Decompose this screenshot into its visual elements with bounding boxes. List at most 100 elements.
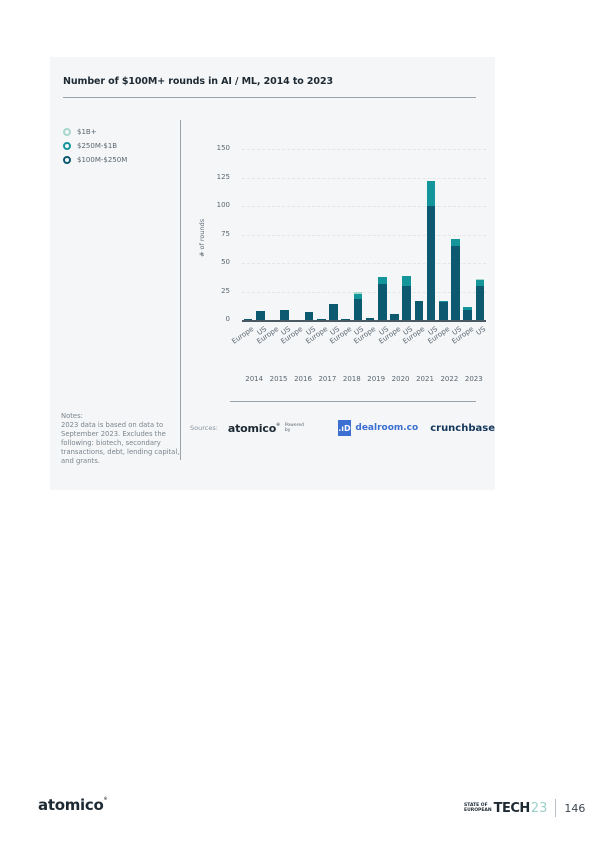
bar-segment <box>475 280 485 286</box>
page-separator <box>555 799 557 817</box>
legend-label: $1B+ <box>77 128 97 136</box>
sources-divider <box>230 401 476 402</box>
year-label: 2022 <box>440 375 459 383</box>
x-axis-line <box>242 320 486 322</box>
gridline <box>242 206 486 207</box>
gridline <box>242 149 486 150</box>
bar-segment <box>475 278 485 281</box>
legend-swatch-icon <box>63 156 71 164</box>
bar-europe-2017 <box>317 318 326 320</box>
gridline <box>242 177 486 179</box>
gridline <box>242 263 486 264</box>
year-label: 2014 <box>245 375 264 383</box>
year-label: 2015 <box>269 375 288 383</box>
y-axis-label: # of rounds <box>198 218 206 257</box>
bar-segment <box>451 245 460 320</box>
powered-by-label: Powered by <box>284 423 305 433</box>
bar-segment <box>341 318 350 320</box>
bar-europe-2019 <box>365 317 375 320</box>
legend-item: $1B+ <box>63 125 127 139</box>
year-label: 2023 <box>464 375 483 383</box>
bar-segment <box>402 285 411 320</box>
chart-legend: $1B+ $250M-$1B $100M-$250M <box>63 125 127 167</box>
bar-segment <box>378 283 387 320</box>
legend-label: $250M-$1B <box>77 142 118 150</box>
bar-segment <box>256 310 265 320</box>
sources-label: Sources: <box>190 424 218 432</box>
footer-brand: STATE OF EUROPEAN TECH 23 146 <box>464 799 585 817</box>
legend-item: $100M-$250M <box>63 153 127 167</box>
bar-segment <box>439 301 448 320</box>
sources-row: Sources: atomico® Powered by .ıD dealroo… <box>190 420 495 436</box>
brand-year: 23 <box>530 800 548 816</box>
legend-swatch-icon <box>63 142 71 150</box>
footer-atomico-logo: atomico® <box>38 796 108 814</box>
title-divider <box>63 97 476 98</box>
bar-segment <box>439 300 448 302</box>
bar-segment <box>426 180 436 206</box>
y-tick-label: 0 <box>225 315 230 323</box>
bar-us-2023 <box>475 278 485 320</box>
y-tick-label: 25 <box>221 286 230 295</box>
atomico-source-logo: atomico® <box>227 421 280 435</box>
year-label: 2021 <box>416 375 434 383</box>
dealroom-icon: .ıD <box>337 420 352 436</box>
notes: Notes: 2023 data is based on data to Sep… <box>61 412 181 466</box>
bar-europe-2014 <box>243 318 253 320</box>
bar-segment <box>378 276 387 284</box>
bar-segment <box>426 205 436 320</box>
y-tick-label: 150 <box>216 144 230 152</box>
legend-item: $250M-$1B <box>63 139 127 153</box>
bar-us-2014 <box>256 310 265 320</box>
bar-segment <box>451 239 460 246</box>
brand-small-text: STATE OF EUROPEAN <box>464 803 492 813</box>
notes-heading: Notes: <box>61 412 83 420</box>
gridline <box>242 234 486 236</box>
chart-card: Number of $100M+ rounds in AI / ML, 2014… <box>50 57 495 490</box>
bar-segment <box>390 314 399 320</box>
bar-us-2022 <box>451 239 460 320</box>
page-number: 146 <box>564 801 586 815</box>
year-label: 2018 <box>342 375 361 383</box>
bar-segment <box>317 318 326 320</box>
bar-us-2018 <box>353 291 363 320</box>
bar-segment <box>329 304 338 320</box>
crunchbase-logo: crunchbase <box>430 422 495 434</box>
bar-europe-2023 <box>463 307 472 320</box>
bar-segment <box>402 275 411 286</box>
bar-segment <box>414 300 424 320</box>
x-tick-label: US <box>475 325 488 338</box>
bar-segment <box>365 317 375 320</box>
bar-us-2015 <box>280 309 289 320</box>
bar-segment <box>463 309 472 320</box>
dealroom-logo: dealroom.co <box>355 423 419 433</box>
bar-segment <box>353 291 363 294</box>
bar-segment <box>304 312 314 320</box>
bar-us-2019 <box>378 276 387 320</box>
bar-europe-2021 <box>414 300 424 320</box>
chart-title: Number of $100M+ rounds in AI / ML, 2014… <box>63 76 333 87</box>
x-tick-label: Europe <box>230 325 256 346</box>
legend-label: $100M-$250M <box>77 156 128 164</box>
bar-segment <box>280 309 289 320</box>
stacked-bar-chart: # of rounds 0 25 50 75 100 125 150 Europe US Europ… <box>190 132 490 402</box>
bar-segment <box>243 318 253 320</box>
y-tick-label: 125 <box>216 172 230 181</box>
bar-us-2016 <box>304 312 314 320</box>
bar-us-2021 <box>426 180 436 320</box>
bar-segment <box>475 285 485 320</box>
bar-europe-2018 <box>341 318 350 320</box>
bar-segment <box>353 293 363 300</box>
year-label: 2016 <box>294 375 312 383</box>
bar-segment <box>463 307 472 310</box>
y-tick-label: 50 <box>221 258 230 266</box>
year-label: 2017 <box>318 375 337 383</box>
bar-europe-2022 <box>439 300 448 320</box>
bar-us-2017 <box>329 304 338 320</box>
year-label: 2019 <box>367 375 386 383</box>
gridline <box>242 291 486 293</box>
legend-swatch-icon <box>63 128 71 136</box>
brand-tech: TECH <box>493 800 531 816</box>
bar-segment <box>353 299 363 320</box>
y-tick-label: 75 <box>221 229 230 238</box>
